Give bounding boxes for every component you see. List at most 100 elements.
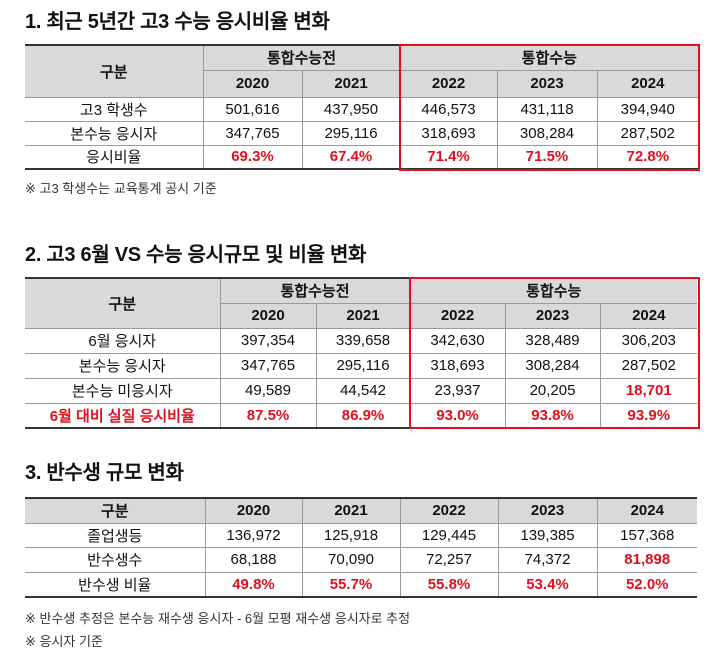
table-row: 6월 응시자 397,354 339,658 342,630 328,489 306,20… [25,327,698,354]
row-label: 6월 대비 실질 응시비율 [25,402,221,429]
header-year: 2022 [409,302,506,329]
section3-title: 3. 반수생 규모 변화 [25,462,184,484]
header-year: 2024 [596,69,699,98]
row-label: 반수생 비율 [25,571,206,597]
row-label: 6월 응시자 [25,327,221,354]
cell-value: 394,940 [596,96,699,122]
cell-value: 125,918 [301,522,401,548]
table-row: 응시비율 69.3% 67.4% 71.4% 71.5% 72.8% [25,144,699,170]
header-year: 2020 [203,69,303,98]
cell-value: 71.4% [399,144,498,170]
section1-title: 1. 최근 5년간 고3 수능 응시비율 변화 [25,11,330,33]
cell-value: 318,693 [399,120,498,146]
cell-value: 437,950 [301,96,401,122]
row-label: 졸업생등 [25,522,206,548]
cell-value: 72,257 [399,547,499,573]
cell-value: 49,589 [219,377,317,404]
cell-value: 295,116 [315,352,411,379]
row-label: 고3 학생수 [25,96,204,122]
cell-value: 157,368 [596,522,697,548]
cell-value: 93.0% [409,402,506,429]
table-row: 고3 학생수 501,616 437,950 446,573 431,118 394,94… [25,96,699,122]
header-year: 2021 [301,69,401,98]
cell-value: 81,898 [596,547,697,573]
row-label: 반수생수 [25,547,206,573]
table-row: 졸업생등 136,972 125,918 129,445 139,385 157,368 [25,522,697,548]
cell-value: 55.7% [301,571,401,597]
row-label: 본수능 응시자 [25,352,221,379]
cell-value: 67.4% [301,144,401,170]
cell-value: 68,188 [204,547,303,573]
cell-value: 44,542 [315,377,411,404]
table-june-vs-csat: 구분 통합수능전 통합수능 2020 2021 2022 2023 2024 6월 응시… [25,277,698,429]
table-row: 본수능 응시자 347,765 295,116 318,693 308,284 287,5… [25,120,699,146]
cell-value: 93.9% [599,402,698,429]
header-label: 구분 [25,44,204,98]
cell-value: 347,765 [219,352,317,379]
cell-value: 501,616 [202,96,303,122]
cell-value: 308,284 [504,352,601,379]
cell-value: 318,693 [409,352,506,379]
header-group-pre: 통합수능전 [202,44,401,71]
table-row: 본수능 응시자 347,765 295,116 318,693 308,284 287,5… [25,352,698,379]
cell-value: 397,354 [219,327,317,354]
cell-value: 23,937 [409,377,506,404]
cell-value: 347,765 [202,120,303,146]
cell-value: 431,118 [496,96,598,122]
table-exam-ratio: 구분 통합수능전 통합수능 2020 2021 2022 2023 2024 고3 학생… [25,44,699,170]
section3-note-2: ※ 응시자 기준 [25,634,103,649]
row-label: 응시비율 [25,144,204,170]
header-label: 구분 [25,497,206,524]
header-year: 2020 [220,302,317,329]
table-repeat-students: 구분 2020 2021 2022 2023 2024 졸업생등 136,972 125,9… [25,497,697,598]
cell-value: 139,385 [497,522,598,548]
cell-value: 93.8% [504,402,601,429]
table-row: 본수능 미응시자 49,589 44,542 23,937 20,205 18,701 [25,377,698,404]
cell-value: 18,701 [599,377,698,404]
header-group-pre: 통합수능전 [219,277,411,304]
header-year: 2021 [301,497,401,524]
table-row: 반수생수 68,188 70,090 72,257 74,372 81,898 [25,547,697,573]
table-row: 6월 대비 실질 응시비율 87.5% 86.9% 93.0% 93.8% 93.9% [25,402,698,429]
header-year: 2020 [204,497,303,524]
table-row: 반수생 비율 49.8% 55.7% 55.8% 53.4% 52.0% [25,571,697,597]
cell-value: 55.8% [399,571,499,597]
cell-value: 74,372 [497,547,598,573]
cell-value: 71.5% [496,144,598,170]
header-year: 2023 [497,497,598,524]
cell-value: 136,972 [204,522,303,548]
cell-value: 295,116 [301,120,401,146]
section1-note: ※ 고3 학생수는 교육통계 공시 기준 [25,181,217,196]
cell-value: 20,205 [504,377,601,404]
row-label: 본수능 미응시자 [25,377,221,404]
header-group-integrated: 통합수능 [409,277,698,304]
header-year: 2024 [599,302,698,329]
cell-value: 49.8% [204,571,303,597]
cell-value: 52.0% [596,571,697,597]
header-year: 2023 [504,302,601,329]
cell-value: 86.9% [315,402,411,429]
header-group-integrated: 통합수능 [399,44,699,71]
header-label: 구분 [25,277,221,329]
header-year: 2023 [496,69,598,98]
cell-value: 287,502 [599,352,698,379]
cell-value: 72.8% [596,144,699,170]
cell-value: 446,573 [399,96,498,122]
cell-value: 339,658 [315,327,411,354]
header-year: 2024 [596,497,697,524]
cell-value: 328,489 [504,327,601,354]
row-label: 본수능 응시자 [25,120,204,146]
cell-value: 287,502 [596,120,699,146]
header-year: 2021 [315,302,411,329]
cell-value: 342,630 [409,327,506,354]
cell-value: 53.4% [497,571,598,597]
cell-value: 129,445 [399,522,499,548]
section2-title: 2. 고3 6월 VS 수능 응시규모 및 비율 변화 [25,244,367,266]
header-year: 2022 [399,497,499,524]
cell-value: 87.5% [219,402,317,429]
cell-value: 308,284 [496,120,598,146]
section3-note-1: ※ 반수생 추정은 본수능 재수생 응시자 - 6월 모평 재수생 응시자로 추… [25,611,411,626]
header-year: 2022 [399,69,498,98]
cell-value: 70,090 [301,547,401,573]
cell-value: 306,203 [599,327,698,354]
